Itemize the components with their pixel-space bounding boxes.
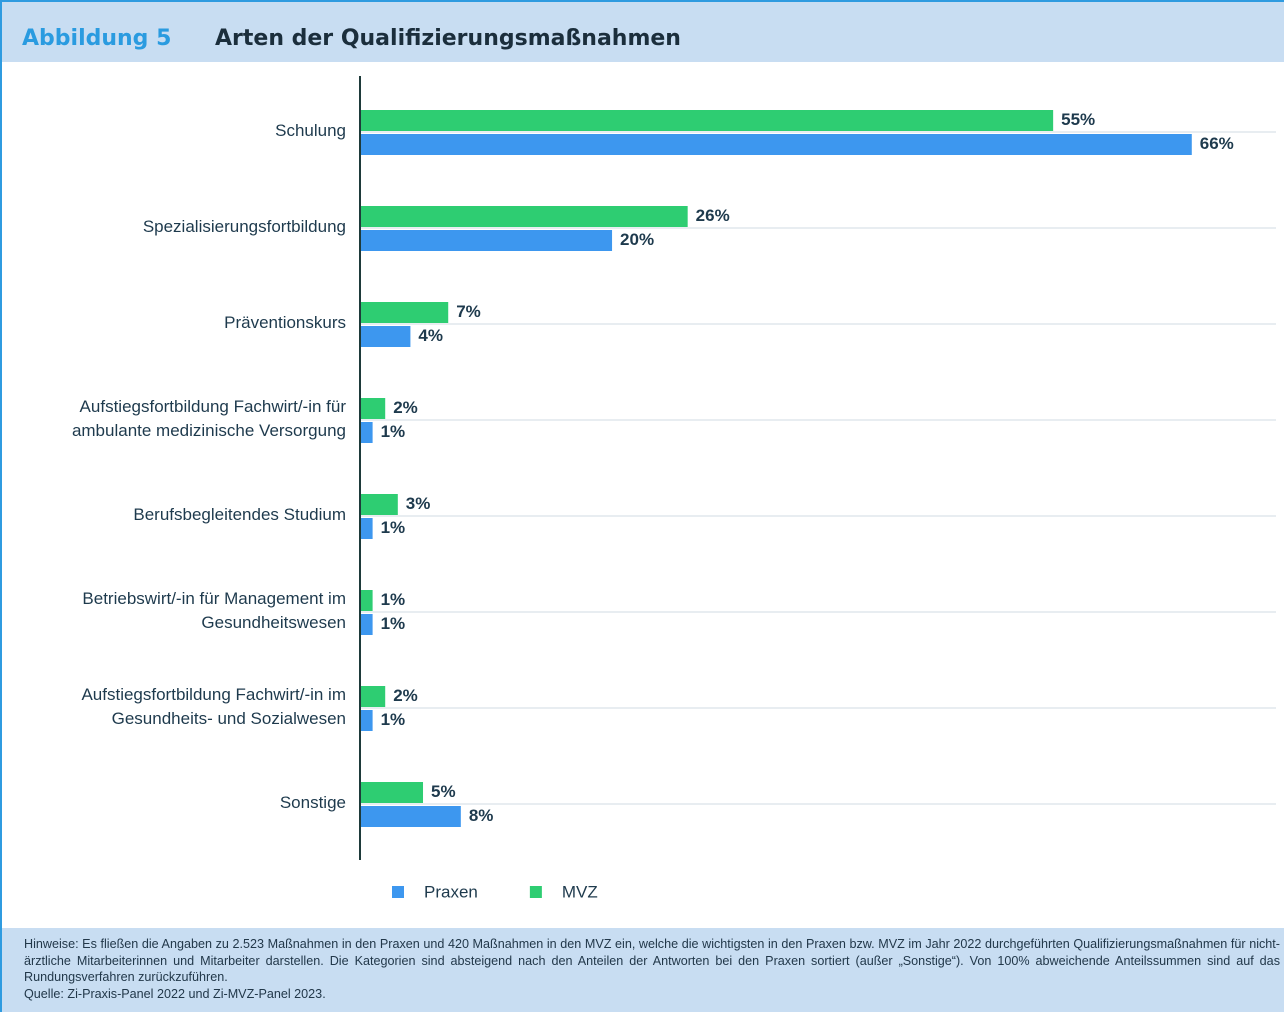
- bar: [360, 806, 461, 827]
- value-label: 2%: [393, 686, 418, 705]
- value-label: 1%: [381, 710, 406, 729]
- figure-label: Abbildung 5: [22, 26, 171, 51]
- value-label: 1%: [381, 518, 406, 537]
- y-tick-label: Berufsbegleitendes Studium: [133, 505, 346, 524]
- y-tick-label: Sonstige: [280, 793, 346, 812]
- bar: [360, 494, 398, 515]
- legend-swatch: [529, 886, 542, 898]
- value-label: 1%: [381, 614, 406, 633]
- value-label: 1%: [381, 422, 406, 441]
- bar: [360, 518, 373, 539]
- bar: [360, 302, 449, 323]
- y-tick-label: Schulung: [275, 121, 346, 140]
- legend-swatch: [392, 886, 404, 898]
- bar: [360, 710, 373, 731]
- header: [0, 0, 1284, 62]
- footer: Hinweise: Es fließen die Angaben zu 2.52…: [0, 928, 1284, 1012]
- bar: [360, 686, 386, 707]
- value-label: 7%: [456, 302, 481, 321]
- value-label: 20%: [620, 230, 654, 249]
- top-border: [0, 0, 1284, 2]
- y-tick-label: Aufstiegsfortbildung Fachwirt/-in im Gesu…: [81, 685, 346, 728]
- left-border: [0, 0, 2, 928]
- value-label: 8%: [469, 806, 494, 825]
- value-label: 26%: [696, 206, 730, 225]
- y-tick-label: Aufstiegsfortbildung Fachwirt/-in für amb…: [72, 397, 346, 440]
- value-label: 4%: [418, 326, 443, 345]
- chart-title: Arten der Qualifizierungsmaßnahmen: [215, 26, 681, 51]
- y-tick-label: Präventionskurs: [224, 313, 346, 332]
- bar: [360, 614, 373, 635]
- bar: [360, 326, 411, 347]
- bar: [360, 134, 1192, 155]
- legend-label: Praxen: [424, 882, 478, 901]
- bar: [360, 590, 373, 611]
- value-label: 55%: [1061, 110, 1095, 129]
- note: Hinweise: Es fließen die Angaben zu 2.52…: [24, 937, 1280, 984]
- value-label: 5%: [431, 782, 456, 801]
- value-label: 1%: [381, 590, 406, 609]
- bar: [360, 206, 688, 227]
- bar: [360, 110, 1054, 131]
- bar: [360, 230, 613, 251]
- y-tick-label: Betriebswirt/-in für Management im Gesund…: [82, 589, 346, 632]
- value-label: 2%: [393, 398, 418, 417]
- bar: [360, 398, 386, 419]
- source: Quelle: Zi-Praxis-Panel 2022 und Zi-MVZ-…: [24, 986, 326, 1001]
- value-label: 66%: [1200, 134, 1234, 153]
- chart: Abbildung 5 Arten der Qualifizierungsmaß…: [0, 0, 1284, 928]
- bar: [360, 422, 373, 443]
- y-tick-label: Spezialisierungsfortbildung: [143, 217, 346, 236]
- value-label: 3%: [406, 494, 431, 513]
- bar: [360, 782, 424, 803]
- legend-label: MVZ: [562, 882, 598, 901]
